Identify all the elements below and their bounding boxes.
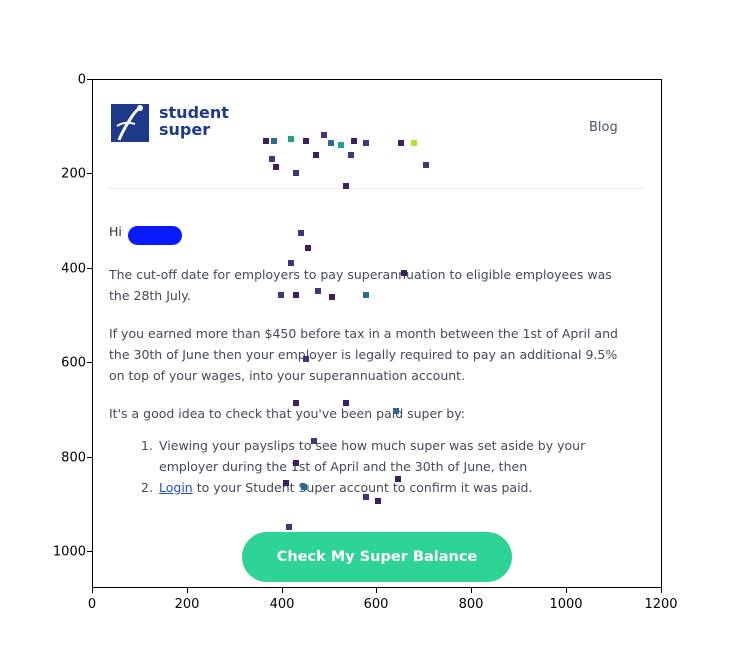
noise-pixel <box>363 494 369 500</box>
noise-pixel <box>423 162 429 168</box>
noise-pixel <box>411 140 417 146</box>
y-tick-mark <box>87 551 92 552</box>
x-tick-label: 800 <box>458 597 484 612</box>
x-tick-mark <box>92 588 93 593</box>
noise-pixel <box>305 245 311 251</box>
header-divider <box>107 188 645 189</box>
x-tick-mark <box>471 588 472 593</box>
x-tick-mark <box>187 588 188 593</box>
check-super-balance-button[interactable]: Check My Super Balance <box>242 532 512 582</box>
x-tick-mark <box>566 588 567 593</box>
noise-pixel <box>283 480 289 486</box>
y-tick-label: 400 <box>61 261 86 277</box>
x-tick-label: 1200 <box>644 597 678 612</box>
noise-pixel <box>273 164 279 170</box>
y-tick-mark <box>87 457 92 458</box>
noise-pixel <box>348 152 354 158</box>
brand-name: student super <box>159 104 229 138</box>
noise-pixel <box>393 408 399 414</box>
noise-pixel <box>401 270 407 276</box>
step-number: 2. <box>141 480 153 495</box>
y-tick-mark <box>87 79 92 80</box>
noise-pixel <box>311 438 317 444</box>
noise-pixel <box>328 140 334 146</box>
steps-list: 1. Viewing your payslips to see how much… <box>141 435 621 498</box>
list-item: 1. Viewing your payslips to see how much… <box>141 435 621 477</box>
noise-pixel <box>301 484 307 490</box>
noise-pixel <box>303 356 309 362</box>
noise-pixel <box>298 230 304 236</box>
noise-pixel <box>329 294 335 300</box>
brand-line-1: student <box>159 103 229 122</box>
y-tick-mark <box>87 173 92 174</box>
list-item: 2. Login to your Student Super account t… <box>141 477 621 498</box>
noise-pixel <box>321 132 327 138</box>
step-text: Viewing your payslips to see how much su… <box>159 438 586 474</box>
noise-pixel <box>293 170 299 176</box>
email-frame: student super Blog Hi The cut-off date f… <box>92 79 662 588</box>
step-text: to your Student Super account to confirm… <box>192 480 533 495</box>
y-tick-mark <box>87 362 92 363</box>
y-tick-label: 1000 <box>52 544 86 560</box>
x-tick-label: 1000 <box>549 597 583 612</box>
x-tick-mark <box>282 588 283 593</box>
noise-pixel <box>278 292 284 298</box>
x-tick-label: 0 <box>87 597 97 612</box>
brand-line-2: super <box>159 120 211 139</box>
blog-link[interactable]: Blog <box>589 120 618 135</box>
paragraph-cutoff: The cut-off date for employers to pay su… <box>109 267 612 303</box>
step-text-wrapper: Login to your Student Super account to c… <box>159 477 621 498</box>
noise-pixel <box>343 183 349 189</box>
noise-pixel <box>288 260 294 266</box>
noise-pixel <box>363 140 369 146</box>
noise-pixel <box>395 476 401 482</box>
step-number: 1. <box>141 438 153 453</box>
y-tick-label: 600 <box>61 355 86 371</box>
y-tick-label: 0 <box>77 72 86 88</box>
noise-pixel <box>293 292 299 298</box>
noise-pixel <box>351 138 357 144</box>
noise-pixel <box>286 524 292 530</box>
redacted-name <box>128 226 182 245</box>
noise-pixel <box>343 400 349 406</box>
x-tick-mark <box>661 588 662 593</box>
noise-pixel <box>363 292 369 298</box>
x-tick-label: 400 <box>269 597 295 612</box>
login-link[interactable]: Login <box>159 480 193 495</box>
noise-pixel <box>269 156 275 162</box>
noise-pixel <box>375 498 381 504</box>
noise-pixel <box>263 138 269 144</box>
noise-pixel <box>303 138 309 144</box>
x-tick-label: 200 <box>174 597 200 612</box>
noise-pixel <box>313 152 319 158</box>
x-tick-mark <box>376 588 377 593</box>
y-tick-mark <box>87 268 92 269</box>
x-tick-label: 600 <box>363 597 389 612</box>
noise-pixel <box>271 138 277 144</box>
greeting: Hi <box>109 224 122 239</box>
noise-pixel <box>315 288 321 294</box>
noise-pixel <box>398 140 404 146</box>
paragraph-eligibility: If you earned more than $450 before tax … <box>109 326 618 383</box>
noise-pixel <box>293 460 299 466</box>
y-tick-label: 200 <box>61 166 86 182</box>
noise-pixel <box>293 400 299 406</box>
student-super-logo-icon[interactable] <box>109 100 151 144</box>
y-tick-label: 800 <box>61 450 86 466</box>
paragraph-check: It's a good idea to check that you've be… <box>109 406 465 421</box>
noise-pixel <box>288 136 294 142</box>
noise-pixel <box>338 142 344 148</box>
